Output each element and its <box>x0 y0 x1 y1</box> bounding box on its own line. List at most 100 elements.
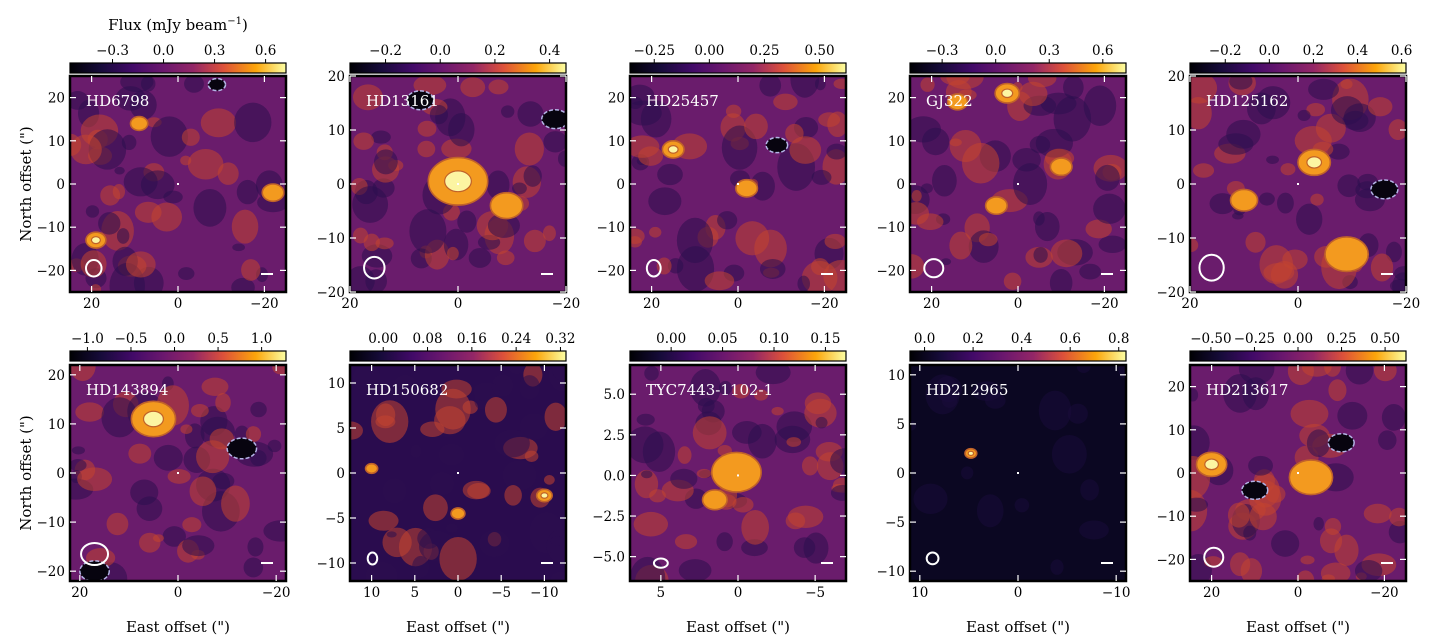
noise-blob <box>1378 430 1397 450</box>
colorbar-tick-label: 0.16 <box>457 331 487 347</box>
colorbar-tick-label: 0.25 <box>749 43 779 59</box>
colorbar-tick-label: 0.2 <box>962 331 983 347</box>
noise-pattern <box>910 76 1126 292</box>
noise-blob <box>1242 377 1270 411</box>
star-position <box>1297 472 1299 474</box>
y-tick-label: −20 <box>877 263 906 279</box>
y-tick-label: 0 <box>896 466 905 482</box>
noise-blob <box>417 527 441 549</box>
noise-blob <box>247 537 264 557</box>
colorbar-label: Flux (mJy beam−1) <box>108 16 248 34</box>
noise-blob <box>833 78 846 90</box>
x-tick-label: −20 <box>1370 585 1399 601</box>
colorbar <box>1189 350 1407 362</box>
noise-blob <box>196 440 230 474</box>
x-tick-label: 0 <box>734 585 743 601</box>
noise-blob <box>648 187 682 216</box>
x-tick-label: 0 <box>174 585 183 601</box>
y-tick-label: −2.5 <box>592 509 625 525</box>
noise-blob <box>630 236 642 248</box>
y-tick-label: 0 <box>896 177 905 193</box>
noise-blob <box>90 284 102 292</box>
noise-blob <box>500 105 515 118</box>
noise-blob <box>830 485 846 501</box>
noise-blob <box>940 258 952 266</box>
noise-blob <box>429 471 455 496</box>
y-tick-label: 20 <box>1168 69 1185 85</box>
noise-blob <box>243 557 264 578</box>
noise-blob <box>1095 164 1120 191</box>
noise-blob <box>352 227 369 244</box>
noise-blob <box>353 132 374 150</box>
colorbar-tick-label: 0.6 <box>1059 331 1080 347</box>
noise-blob <box>85 205 100 218</box>
noise-blob <box>1270 260 1299 289</box>
x-tick-label: −5 <box>805 585 825 601</box>
star-position <box>1297 183 1299 185</box>
noise-blob <box>439 536 477 581</box>
colorbar <box>1189 62 1407 74</box>
colorbar-tick-label: 0.6 <box>255 43 276 59</box>
x-tick-label: 20 <box>643 296 660 312</box>
y-tick-label: 0 <box>56 466 65 482</box>
x-tick-label: −20 <box>552 296 581 312</box>
noise-blob <box>797 275 811 292</box>
noise-blob <box>234 102 272 143</box>
noise-blob <box>1327 143 1350 160</box>
y-tick-label: 20 <box>888 91 905 107</box>
noise-blob <box>182 535 215 557</box>
noise-blob <box>1229 76 1253 90</box>
y-tick-label: 20 <box>608 91 625 107</box>
noise-blob <box>507 365 528 375</box>
colorbar-tick-label: −0.50 <box>1190 331 1231 347</box>
noise-blob <box>818 112 841 128</box>
noise-blob <box>741 509 769 545</box>
noise-blob <box>1328 379 1347 402</box>
noise-blob <box>804 398 837 428</box>
colorbar-tick-label: 0.10 <box>759 331 789 347</box>
noise-blob <box>136 496 163 521</box>
star-position <box>177 183 179 185</box>
beam-ellipse <box>1203 546 1225 568</box>
noise-blob <box>1320 562 1351 581</box>
noise-blob <box>368 510 399 531</box>
panel-hd143894: −1.0 −0.5 0.0 0.5 1.0 20 0 −20 20 10 0 −10 −20 HD1438… <box>17 331 290 636</box>
noise-blob <box>976 494 1004 528</box>
y-tick-label: 5 <box>336 421 345 437</box>
y-tick-label: −10 <box>877 220 906 236</box>
noise-blob <box>70 134 102 165</box>
noise-blob <box>1337 174 1361 198</box>
noise-blob <box>1190 238 1199 253</box>
noise-blob <box>435 388 471 430</box>
colorbar-tick-label: 0.25 <box>1327 331 1357 347</box>
colorbar-tick-label: −0.5 <box>115 331 148 347</box>
noise-blob <box>644 366 659 381</box>
colorbar <box>909 62 1127 74</box>
noise-blob <box>630 556 666 581</box>
noise-blob <box>417 140 436 158</box>
noise-blob <box>1230 552 1251 577</box>
y-tick-label: −5 <box>325 511 345 527</box>
noise-blob <box>649 489 666 503</box>
y-tick-label: 2.5 <box>604 428 625 444</box>
noise-blob <box>487 213 520 238</box>
noise-blob <box>677 446 692 464</box>
noise-blob <box>759 258 786 279</box>
colorbar-tick-label: −0.25 <box>634 43 675 59</box>
noise-blob <box>221 485 250 522</box>
noise-blob <box>1038 390 1072 431</box>
noise-blob <box>1324 365 1341 377</box>
noise-blob <box>910 116 941 143</box>
noise-blob <box>1098 235 1126 253</box>
noise-blob <box>231 277 255 292</box>
y-tick-label: −5.0 <box>592 550 625 566</box>
star-position <box>1017 183 1019 185</box>
noise-blob <box>667 258 684 274</box>
emission-peak <box>540 492 549 499</box>
negative-feature <box>765 136 789 154</box>
noise-blob <box>962 142 1000 184</box>
noise-blob <box>1266 155 1279 164</box>
noise-pattern <box>630 365 846 581</box>
noise-blob <box>140 76 156 92</box>
noise-blob <box>153 444 183 471</box>
